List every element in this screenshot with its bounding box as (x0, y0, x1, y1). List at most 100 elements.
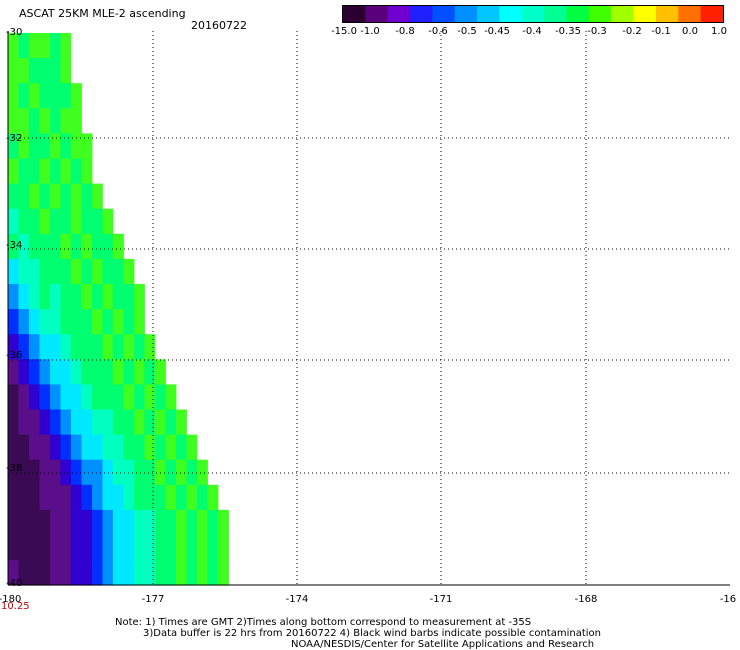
y-tick-label: -32 (6, 133, 23, 144)
wind-cell (165, 459, 177, 486)
wind-cell (92, 484, 103, 511)
wind-cell (113, 484, 124, 511)
wind-cell (113, 284, 124, 310)
wind-cell (81, 459, 93, 486)
wind-cell (102, 409, 114, 435)
x-tick-label: -168 (574, 594, 598, 605)
wind-cell (134, 459, 145, 486)
wind-cell (155, 535, 166, 561)
wind-cell (50, 309, 61, 335)
wind-cell (207, 484, 219, 511)
wind-cell (29, 258, 40, 285)
wind-cell (29, 208, 40, 235)
wind-cell (18, 459, 30, 486)
wind-cell (81, 258, 93, 285)
wind-cell (134, 334, 145, 360)
wind-cell (8, 183, 19, 210)
wind-cell (81, 183, 93, 210)
wind-cell (50, 409, 61, 435)
colorbar-swatch (655, 6, 679, 22)
wind-cell (81, 158, 93, 184)
wind-cell (60, 560, 72, 586)
wind-cell (102, 560, 114, 586)
wind-cell (39, 133, 51, 159)
wind-cell (144, 459, 156, 486)
wind-cell (102, 258, 114, 285)
wind-cell (8, 535, 19, 561)
x-tick-label: -171 (429, 594, 453, 605)
colorbar-label: -1.0 (360, 26, 380, 37)
wind-cell (39, 434, 51, 461)
wind-cell (60, 359, 72, 385)
colorbar-label: 1.0 (711, 26, 727, 37)
wind-cell (113, 334, 124, 360)
colorbar-label: -0.35 (555, 26, 581, 37)
colorbar-swatch (544, 6, 568, 22)
wind-cell (71, 334, 82, 360)
wind-cell (71, 183, 82, 210)
wind-cell (92, 359, 103, 385)
wind-cell (176, 409, 187, 435)
wind-cell (60, 509, 72, 536)
wind-cell (165, 484, 177, 511)
wind-cell (8, 509, 19, 536)
wind-cell (155, 560, 166, 586)
wind-cell (50, 58, 61, 84)
y-tick-label: -40 (6, 578, 23, 589)
wind-cell (165, 409, 177, 435)
wind-cell (39, 560, 51, 586)
wind-cell (123, 334, 135, 360)
wind-cell (29, 33, 40, 59)
wind-cell (71, 108, 82, 134)
wind-cell (29, 58, 40, 84)
wind-cell (134, 535, 145, 561)
wind-cell (81, 509, 93, 536)
wind-cell (102, 535, 114, 561)
wind-cell (50, 535, 61, 561)
wind-cell (123, 309, 135, 335)
wind-cell (60, 309, 72, 335)
wind-cell (18, 509, 30, 536)
wind-cell (144, 484, 156, 511)
wind-cell (18, 359, 30, 385)
wind-cell (81, 434, 93, 461)
wind-cell (81, 208, 93, 235)
wind-cell (165, 509, 177, 536)
x-tick-label: -180 (0, 594, 22, 605)
wind-cell (102, 434, 114, 461)
wind-cell (207, 535, 219, 561)
wind-cell (113, 258, 124, 285)
colorbar-label: -0.45 (484, 26, 510, 37)
wind-cell (71, 509, 82, 536)
wind-cell (29, 434, 40, 461)
wind-cell (186, 459, 198, 486)
footnote-line-2: 3)Data buffer is 22 hrs from 20160722 4)… (143, 628, 601, 639)
wind-cell (144, 334, 156, 360)
wind-cell (155, 434, 166, 461)
colorbar-swatch (410, 6, 433, 22)
wind-cell (18, 334, 30, 360)
wind-cell (123, 258, 135, 285)
wind-cell (71, 409, 82, 435)
wind-cell (29, 284, 40, 310)
wind-cell (60, 208, 72, 235)
wind-cell (60, 258, 72, 285)
wind-cell (29, 108, 40, 134)
wind-cell (39, 359, 51, 385)
wind-cell (218, 509, 229, 536)
colorbar-swatch (588, 6, 612, 22)
wind-cell (50, 233, 61, 260)
wind-cell (92, 509, 103, 536)
wind-cell (92, 183, 103, 210)
wind-cell (144, 434, 156, 461)
wind-cell (134, 560, 145, 586)
wind-cell (50, 334, 61, 360)
wind-cell (197, 459, 208, 486)
wind-cell (71, 384, 82, 410)
wind-cell (176, 560, 187, 586)
wind-cell (71, 434, 82, 461)
wind-cell (81, 284, 93, 310)
wind-cell (92, 459, 103, 486)
wind-cell (186, 560, 198, 586)
